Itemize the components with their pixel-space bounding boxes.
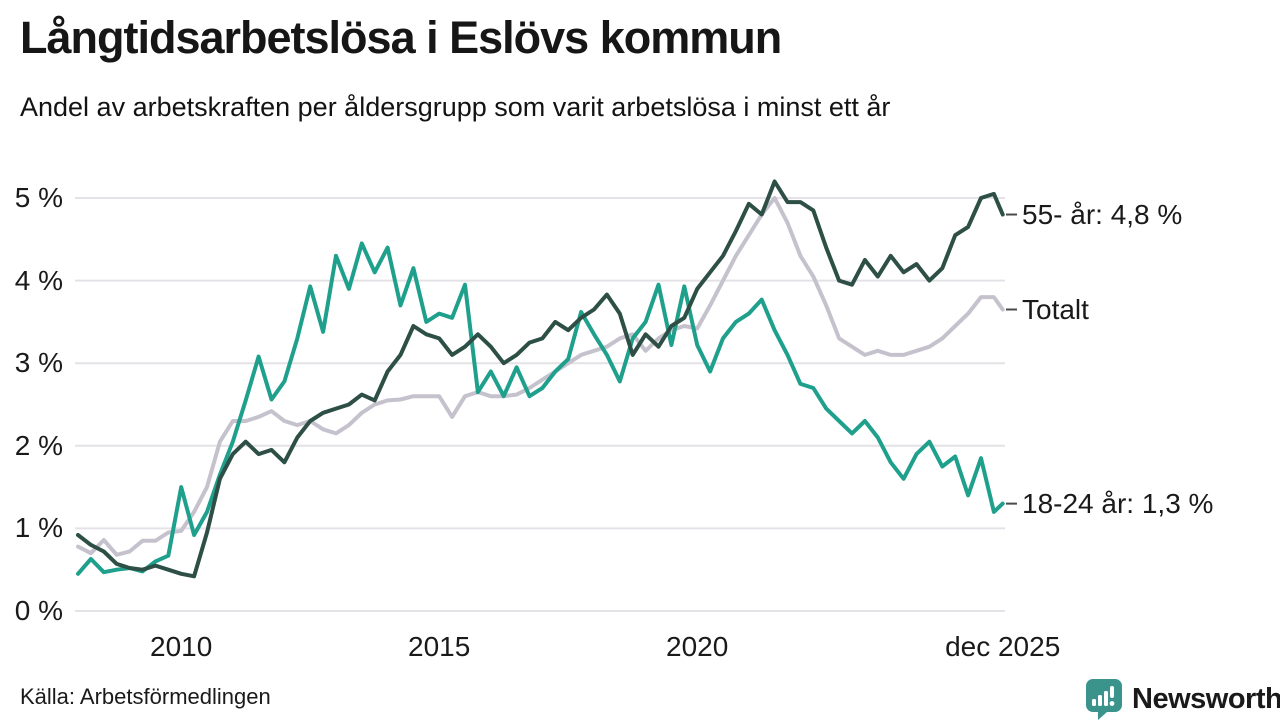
line-totalt — [76, 196, 1005, 557]
end-label-55-r: 55- år: 4,8 % — [1022, 198, 1183, 230]
x-tick-label: 2010 — [150, 631, 213, 662]
y-tick-label: 2 % — [14, 429, 63, 461]
series-lines — [76, 179, 1005, 579]
legend-dashes — [1006, 213, 1017, 505]
end-label-totalt: Totalt — [1022, 293, 1089, 325]
line-55-r — [76, 179, 1005, 579]
line-18-24-r — [76, 241, 1005, 576]
page-title: Långtidsarbetslösa i Eslövs kommun — [20, 12, 782, 63]
gridlines — [75, 197, 1005, 612]
newsworthy-logo-text: Newsworthy — [1132, 682, 1280, 715]
x-tick-label: 2015 — [408, 631, 471, 662]
x-tick-label: dec 2025 — [945, 631, 1061, 662]
y-tick-label: 3 % — [14, 347, 63, 379]
y-tick-label: 5 % — [14, 182, 63, 213]
y-tick-label: 0 % — [14, 595, 63, 626]
page-subtitle: Andel av arbetskraften per åldersgrupp s… — [20, 92, 891, 122]
newsworthy-logo-icon — [1086, 679, 1122, 720]
newsworthy-logo: Newsworthy — [1085, 678, 1280, 720]
y-tick-label: 4 % — [14, 264, 63, 296]
y-tick-label: 1 % — [14, 512, 63, 544]
end-label-18-24-r: 18-24 år: 1,3 % — [1022, 487, 1214, 519]
x-tick-label: 2020 — [666, 631, 729, 662]
source-note: Källa: Arbetsförmedlingen — [20, 684, 271, 709]
